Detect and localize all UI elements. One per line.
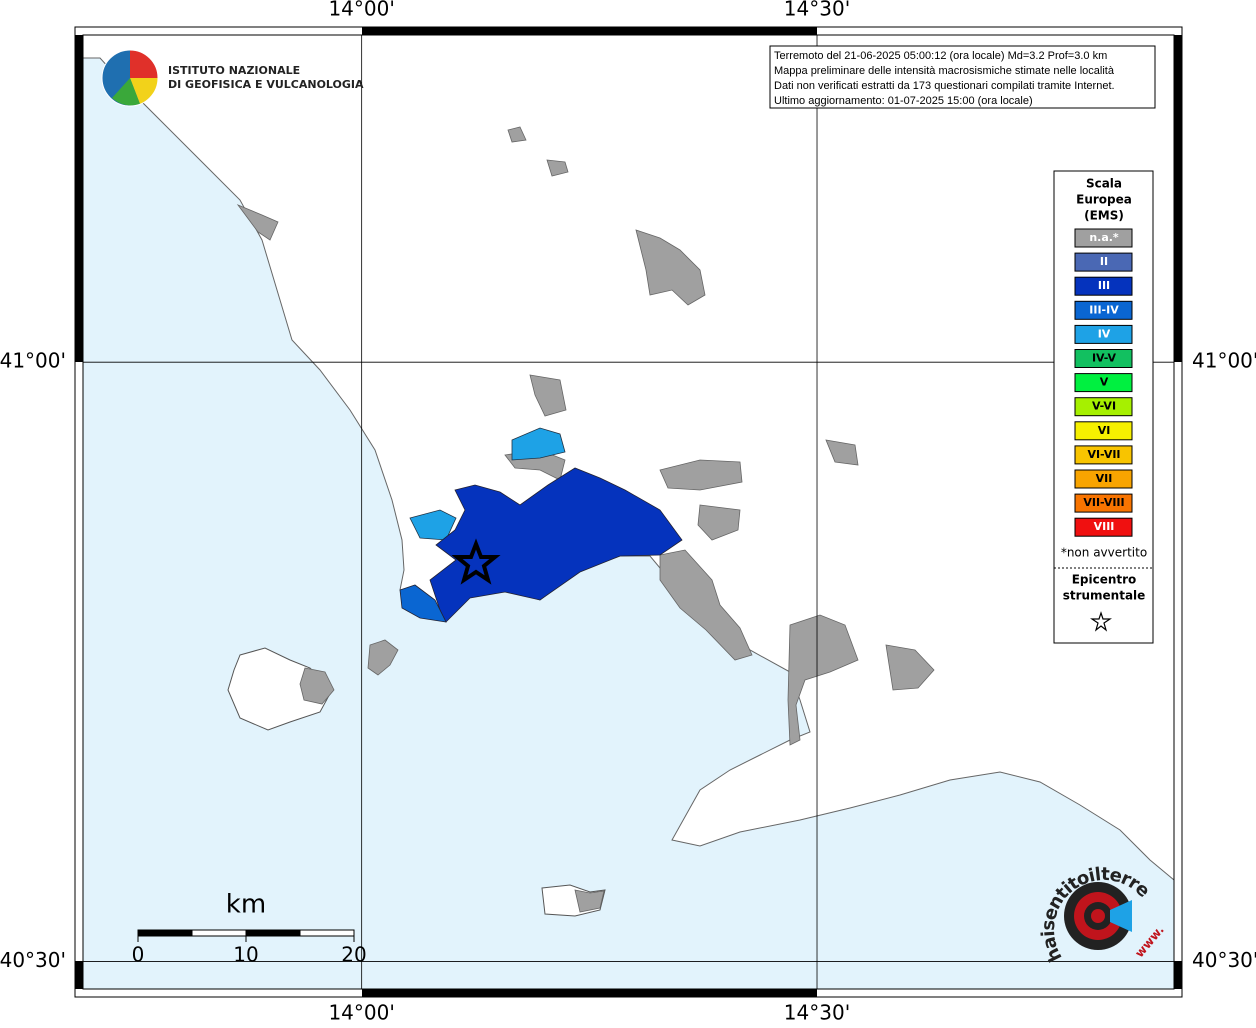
scale-unit: km <box>226 890 266 920</box>
area-gray <box>697 504 741 541</box>
legend-label: III-IV <box>1089 303 1119 316</box>
area-iv <box>511 427 566 461</box>
info-box <box>769 45 1156 109</box>
lat-label: 40°30' <box>1192 948 1256 972</box>
legend-note: *non avvertito <box>1061 546 1147 560</box>
logo-text: ISTITUTO NAZIONALE <box>168 64 300 77</box>
legend-swatch <box>1074 445 1133 465</box>
lon-label: 14°30' <box>784 1001 850 1025</box>
frame-bands <box>75 27 1182 997</box>
lat-label: 41°00' <box>0 349 66 373</box>
area-capri <box>574 889 605 913</box>
legend-label: VII <box>1096 472 1113 485</box>
legend-label: n.a.* <box>1089 231 1119 244</box>
info-lines: Terremoto del 21-06-2025 05:00:12 (ora l… <box>774 50 1115 107</box>
legend-label: VI <box>1098 424 1111 437</box>
legend-swatch <box>1074 300 1133 320</box>
legend-title: Scala <box>1086 177 1122 191</box>
legend-star <box>1090 611 1112 632</box>
logo-text: DI GEOFISICA E VULCANOLOGIA <box>168 78 364 91</box>
area-gray <box>787 614 859 746</box>
info-line: Terremoto del 21-06-2025 05:00:12 (ora l… <box>774 50 1107 62</box>
area-gray <box>507 126 527 143</box>
area-iii <box>429 467 683 623</box>
lon-label: 14°00' <box>328 0 394 21</box>
legend-swatch <box>1074 349 1133 368</box>
scale-segment <box>245 929 301 937</box>
area-gray <box>659 459 743 491</box>
legend-swatch <box>1074 397 1133 417</box>
area-gray <box>635 229 706 306</box>
area-iv <box>409 509 457 541</box>
legend-swatch <box>1074 324 1133 344</box>
legend-label: V-VI <box>1092 400 1116 413</box>
info-line: Mappa preliminare delle intensità macros… <box>774 65 1115 77</box>
lon-label: 14°30' <box>784 0 850 21</box>
legend-swatch <box>1074 252 1133 272</box>
area-gray <box>529 374 567 417</box>
graticule <box>83 35 1174 989</box>
scale-segment <box>191 929 247 937</box>
legend-swatch <box>1074 276 1133 296</box>
legend-swatch <box>1074 493 1133 513</box>
area-procida <box>367 639 399 676</box>
legend-title: (EMS) <box>1084 209 1124 223</box>
legend-label: VI-VII <box>1087 448 1120 461</box>
area-gray <box>546 159 569 177</box>
area-ischia <box>299 667 335 705</box>
info-line: Dati non verificati estratti da 173 ques… <box>774 80 1115 92</box>
legend: ScalaEuropea(EMS)n.a.*IIIIIIII-IVIVIV-VV… <box>1061 177 1147 603</box>
legend-epicenter: strumentale <box>1063 589 1146 603</box>
area-gray <box>885 644 935 691</box>
legend-label: VII-VIII <box>1083 496 1124 509</box>
legend-label: V <box>1100 376 1109 389</box>
scale-bar: km 0 10 20 <box>132 890 367 967</box>
scale-label: 20 <box>341 943 366 967</box>
area-iii-iv <box>399 584 447 623</box>
epicenter-star <box>451 538 501 585</box>
lat-label: 40°30' <box>0 948 66 972</box>
legend-epicenter: Epicentro <box>1072 573 1137 587</box>
legend-label: III <box>1098 279 1110 292</box>
scale-label: 0 <box>132 943 145 967</box>
legend-swatch <box>1074 228 1133 248</box>
area-gray <box>236 204 279 241</box>
legend-label: IV <box>1098 327 1111 340</box>
legend-swatch <box>1074 421 1133 441</box>
legend-label: VIII <box>1094 520 1115 533</box>
lon-label: 14°00' <box>328 1001 394 1025</box>
scale-segment <box>137 929 193 937</box>
legend-label: IV-V <box>1092 352 1117 365</box>
lat-label: 41°00' <box>1192 349 1256 373</box>
area-gray <box>825 439 859 466</box>
legend-label: II <box>1100 255 1108 268</box>
legend-title: Europea <box>1076 193 1132 207</box>
area-gray <box>659 549 753 661</box>
info-line: Ultimo aggiornamento: 01-07-2025 15:00 (… <box>774 95 1033 107</box>
ingv-logo: ISTITUTO NAZIONALE DI GEOFISICA E VULCAN… <box>101 49 364 107</box>
legend-swatch <box>1074 373 1133 393</box>
scale-label: 10 <box>233 943 258 967</box>
legend-swatch <box>1074 517 1133 537</box>
legend-swatch <box>1074 469 1133 489</box>
scale-segment <box>299 929 355 937</box>
